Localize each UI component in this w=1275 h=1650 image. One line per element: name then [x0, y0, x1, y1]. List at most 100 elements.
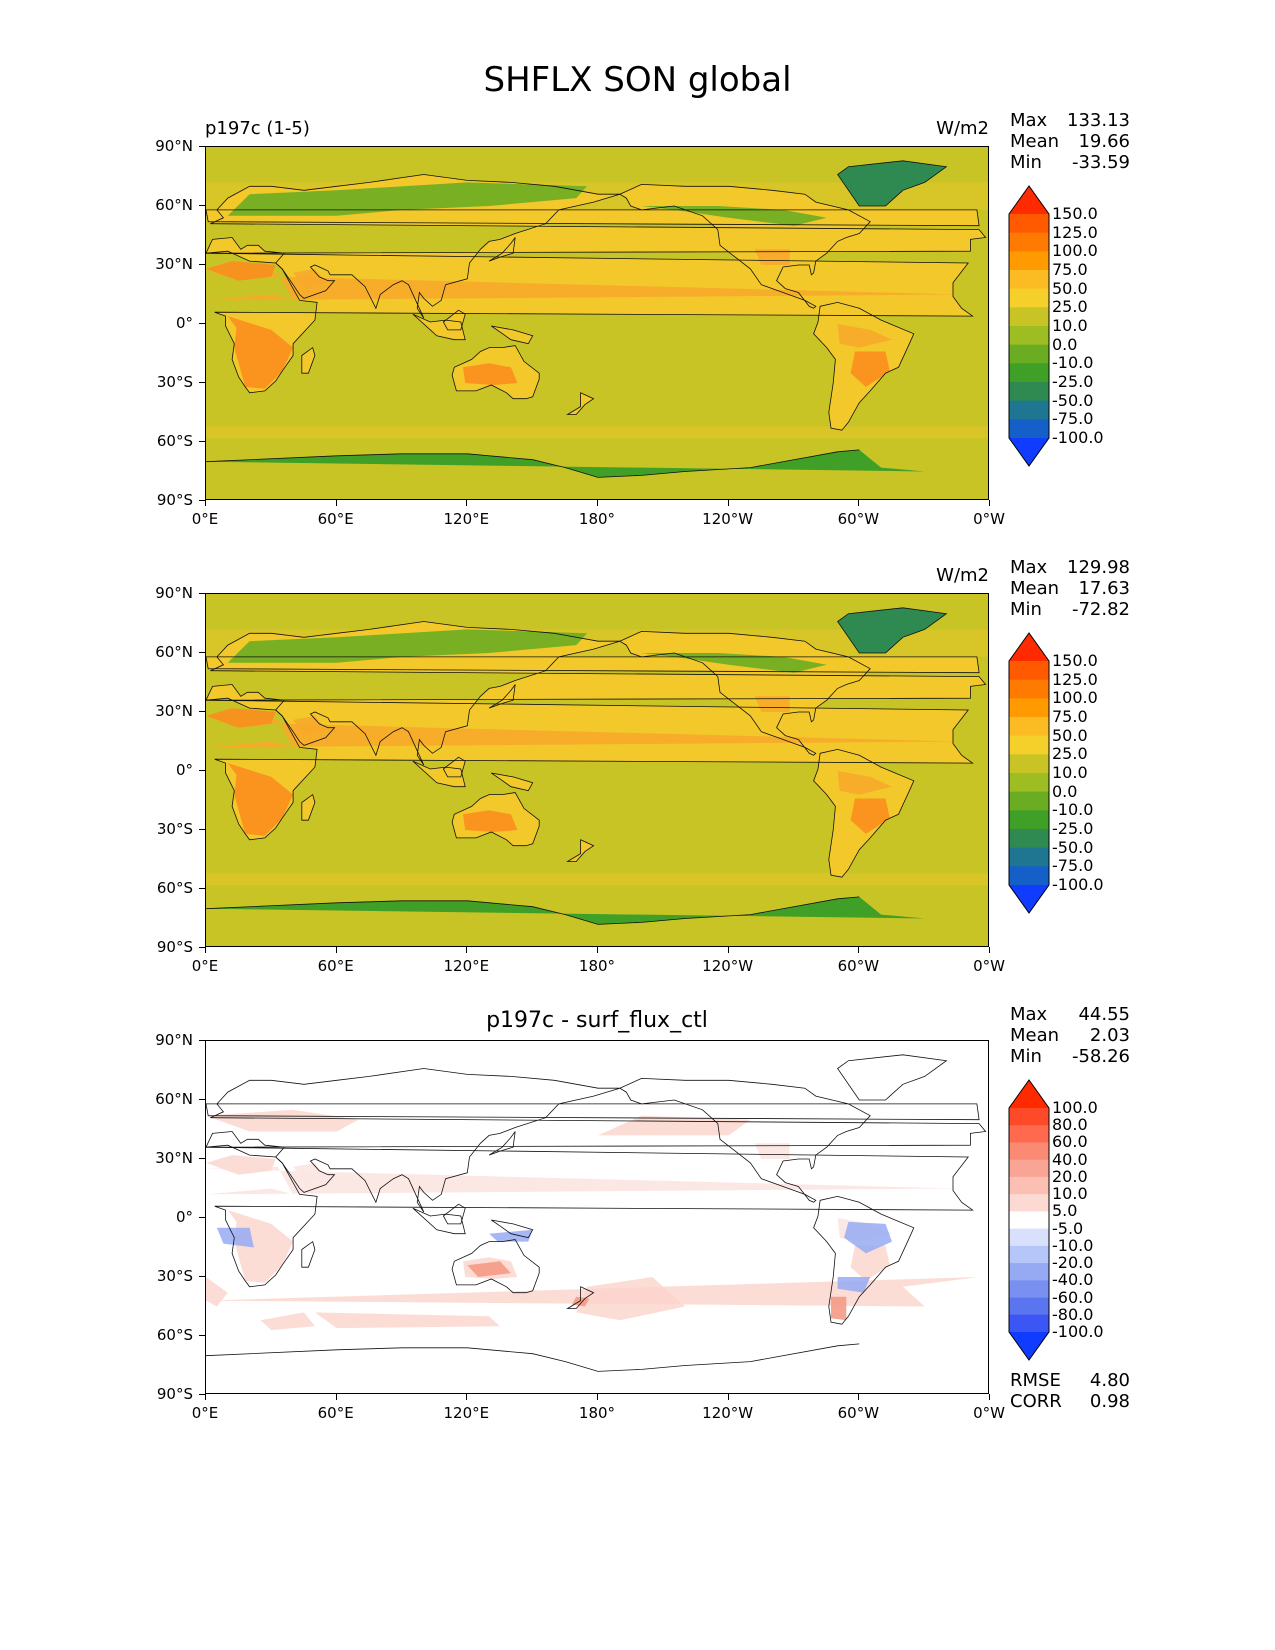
lon-tick-mark [989, 947, 990, 953]
colorbar-bin [1009, 698, 1049, 718]
coastline-namerica [618, 630, 871, 756]
colorbar-tick-label: 20.0 [1052, 1166, 1088, 1186]
hot_land-area-3 [206, 1155, 276, 1175]
lon-tick-mark [335, 500, 337, 506]
lon-tick-mark [205, 1394, 206, 1400]
colorbar-tick-label: -10.0 [1052, 800, 1094, 820]
colorbar-tick-label: -10.0 [1052, 353, 1094, 373]
stat-mean-label: Mean [1010, 578, 1060, 599]
stat-max-value: 133.13 [1067, 110, 1130, 131]
colorbar [1008, 1079, 1050, 1361]
colorbar-extend-max [1009, 186, 1049, 214]
lon-tick-label: 0°W [973, 1404, 1005, 1422]
land-png [491, 773, 533, 791]
colorbar-bin [1009, 791, 1049, 811]
lat-tick-label: 60°S [156, 1326, 193, 1344]
colorbar-bin [1009, 232, 1049, 252]
stat-max-label: Max [1010, 557, 1048, 578]
hot_land-area-0 [227, 316, 294, 389]
colorbar-bin [1009, 1194, 1049, 1212]
lon-tick-mark [466, 1394, 468, 1400]
lat-tick-mark [199, 711, 205, 712]
colorbar-tick-label: 80.0 [1052, 1115, 1088, 1135]
lat-tick-mark [199, 1217, 205, 1218]
lon-tick-label: 0°E [191, 1404, 219, 1422]
coastline-madagascar [301, 1240, 316, 1268]
map-canvas [206, 147, 988, 499]
stat-min-label: Min [1010, 152, 1042, 173]
coastline-borneo [442, 309, 466, 331]
coastline-eurasia [206, 621, 987, 766]
hot_land-area-3 [206, 261, 276, 281]
lon-tick-mark [205, 500, 206, 506]
colorbar-bin [1009, 288, 1049, 308]
lon-tick-label: 0°W [973, 957, 1005, 975]
colorbar-tick-label: -25.0 [1052, 372, 1094, 391]
colorbar-bin [1009, 773, 1049, 793]
lon-tick-label: 180° [578, 510, 616, 528]
colorbar-bin [1009, 810, 1049, 830]
coastline-madagascar [301, 346, 316, 374]
colorbar-bin [1009, 1297, 1049, 1316]
stat-mean-label: Mean [1010, 1025, 1060, 1046]
colorbar-bin [1009, 270, 1049, 290]
lat-tick-mark [199, 1335, 205, 1336]
lat-tick-label: 60°N [155, 643, 193, 661]
stat-min-label: Min [1010, 599, 1042, 620]
colorbar-tick-label: 75.0 [1052, 260, 1088, 279]
colorbar-bin [1009, 382, 1049, 402]
land-borneo [443, 757, 466, 777]
coastline-africa [206, 697, 974, 841]
lon-tick-label: 0°W [973, 510, 1005, 528]
colorbar-tick-label: -40.0 [1052, 1270, 1094, 1290]
panel-left-title: p197c (1-5) [205, 118, 310, 139]
colorbar-extend-max [1009, 633, 1049, 661]
lat-tick-label: 0° [175, 1208, 193, 1226]
footer-corr-label: CORR [1010, 1391, 1062, 1412]
negative-anomaly-2 [489, 1229, 533, 1242]
positive-anomaly-0 [206, 1109, 359, 1132]
lon-tick-label: 120°E [443, 957, 490, 975]
coastline-png [491, 1219, 534, 1239]
lat-tick-label: 90°S [156, 1385, 193, 1403]
lat-tick-label: 30°S [156, 1267, 193, 1285]
coastline-eurasia [206, 174, 987, 319]
stat-min-value: -58.26 [1071, 1046, 1130, 1067]
lon-tick-label: 0°E [191, 510, 219, 528]
land-madagascar [301, 347, 315, 374]
lat-tick-label: 30°N [155, 1149, 193, 1167]
lat-tick-label: 30°N [155, 255, 193, 273]
colorbar-bin [1009, 1125, 1049, 1143]
footer-corr-value: 0.98 [1089, 1391, 1130, 1412]
lon-tick-mark [727, 947, 729, 953]
colorbar-bin [1009, 1263, 1049, 1281]
lat-tick-label: 30°S [156, 373, 193, 391]
lon-tick-label: 120°W [702, 957, 754, 975]
southern-band [206, 873, 988, 886]
colorbar-outline [1008, 185, 1050, 467]
lat-tick-mark [199, 441, 205, 442]
lat-tick-mark [199, 652, 205, 653]
coastline-namerica [618, 1077, 871, 1203]
lon-tick-mark [858, 947, 860, 953]
lon-tick-label: 60°W [837, 957, 880, 975]
stat-mean-value: 2.03 [1089, 1025, 1130, 1046]
lat-tick-mark [199, 146, 205, 147]
coastline-samerica [813, 748, 915, 878]
warm_land-area-1 [293, 268, 326, 289]
coastline-seasia_isl [412, 313, 466, 341]
positive-anomaly-3 [206, 1277, 980, 1307]
land-antarctica [206, 896, 925, 946]
warm_land-area-0 [206, 272, 958, 301]
lat-tick-mark [199, 500, 205, 501]
colorbar-bin [1009, 400, 1049, 420]
lon-tick-mark [335, 1394, 337, 1400]
coastline-australia [451, 792, 540, 847]
colorbar-tick-label: 5.0 [1052, 1201, 1078, 1221]
lat-tick-mark [199, 770, 205, 771]
lat-tick-label: 60°N [155, 196, 193, 214]
land-greenland [837, 1054, 947, 1100]
panel-units: W/m2 [936, 565, 989, 586]
lon-tick-label: 60°W [837, 510, 880, 528]
coastline-uk [206, 209, 980, 227]
